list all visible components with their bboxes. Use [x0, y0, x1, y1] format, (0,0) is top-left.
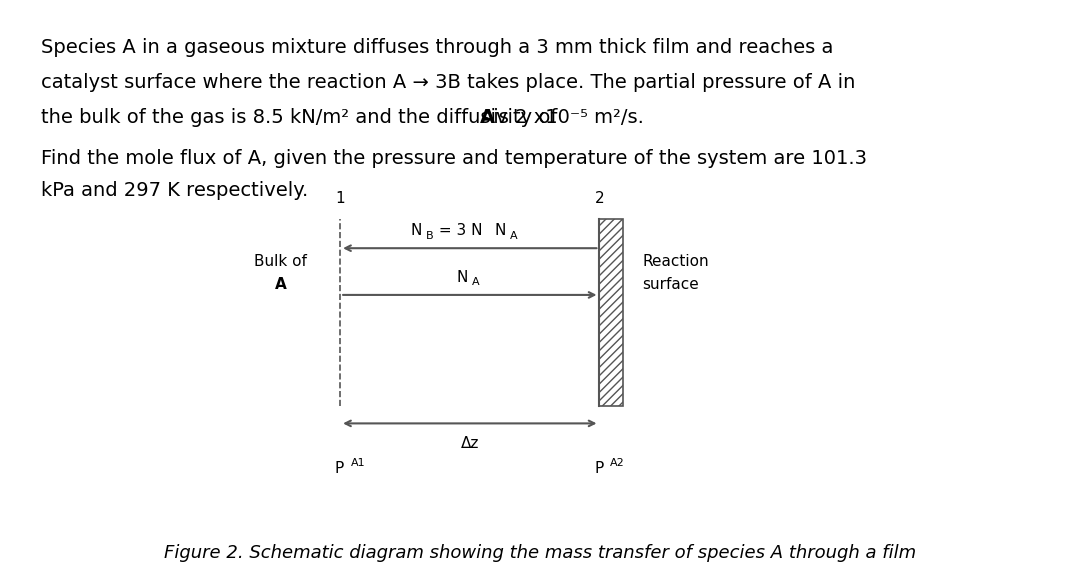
Text: is 2 x10⁻⁵ m²/s.: is 2 x10⁻⁵ m²/s.: [487, 108, 645, 127]
Text: Figure 2. Schematic diagram showing the mass transfer of species A through a fil: Figure 2. Schematic diagram showing the …: [164, 544, 916, 562]
Text: catalyst surface where the reaction A → 3B takes place. The partial pressure of : catalyst surface where the reaction A → …: [41, 73, 855, 92]
Text: A2: A2: [610, 458, 625, 468]
Text: A: A: [510, 231, 517, 241]
Text: N: N: [495, 223, 507, 238]
Text: the bulk of the gas is 8.5 kN/m² and the diffusivity of: the bulk of the gas is 8.5 kN/m² and the…: [41, 108, 564, 127]
Text: A: A: [480, 108, 495, 127]
Text: N: N: [410, 223, 422, 238]
Text: surface: surface: [643, 277, 700, 292]
Text: = 3 N: = 3 N: [434, 223, 483, 238]
Bar: [599, 219, 623, 406]
Text: 1: 1: [336, 191, 345, 206]
Text: B: B: [426, 231, 433, 241]
Text: Species A in a gaseous mixture diffuses through a 3 mm thick film and reaches a: Species A in a gaseous mixture diffuses …: [41, 38, 834, 57]
Text: A: A: [472, 277, 480, 287]
Text: Find the mole flux of A, given the pressure and temperature of the system are 10: Find the mole flux of A, given the press…: [41, 149, 867, 168]
Text: Δz: Δz: [460, 436, 480, 451]
Text: Bulk of: Bulk of: [255, 253, 307, 269]
Text: N: N: [457, 270, 469, 285]
Text: Reaction: Reaction: [643, 253, 710, 269]
Text: A1: A1: [351, 458, 366, 468]
Text: P: P: [594, 461, 604, 477]
Text: A: A: [275, 277, 286, 292]
Text: kPa and 297 K respectively.: kPa and 297 K respectively.: [41, 181, 308, 200]
Text: P: P: [335, 461, 345, 477]
Text: 2: 2: [595, 191, 604, 206]
